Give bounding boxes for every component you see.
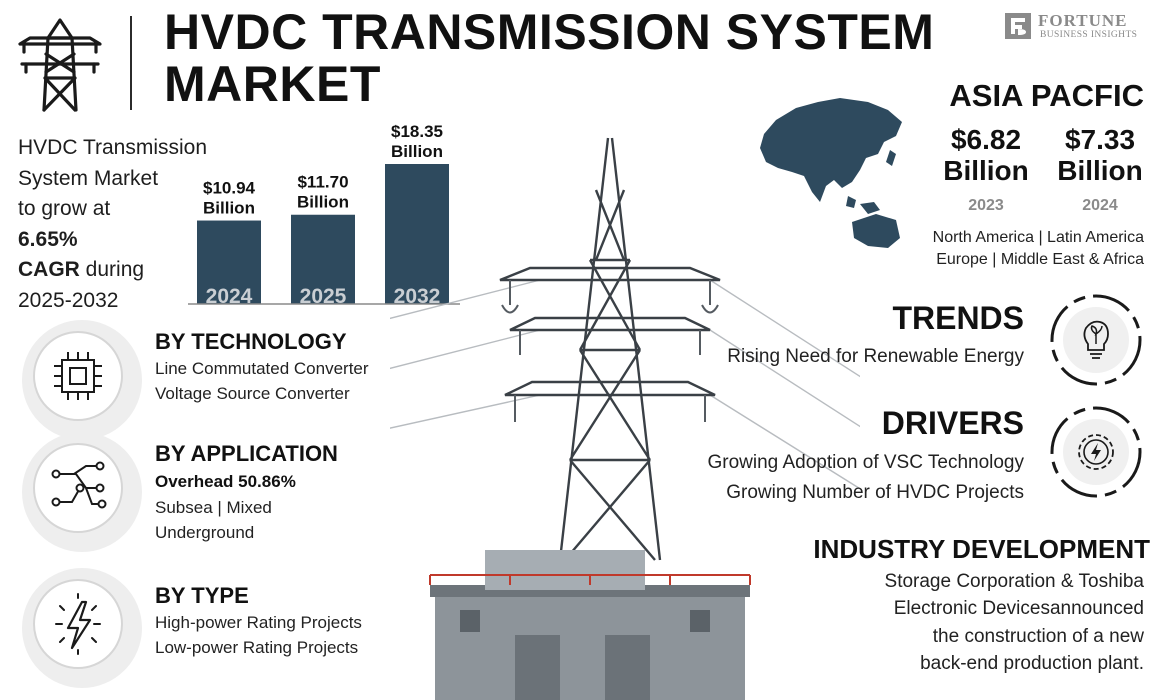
region-year: 2023 [968,197,1004,214]
power-gear-icon [1050,406,1142,498]
chart-value-label: $18.35 [391,122,443,141]
segment-title-type: BY TYPE [155,583,249,608]
segment-title-application: BY APPLICATION [155,441,338,466]
page-title-line-2: MARKET [164,56,381,112]
network-nodes-icon [22,432,142,552]
drivers-title: DRIVERS [881,405,1024,441]
chart-unit-label: Billion [203,199,255,218]
segment-title-technology: BY TECHNOLOGY [155,329,347,354]
brand-logo: FORTUNE BUSINESS INSIGHTS [1004,11,1150,44]
growth-line: to grow at [18,197,111,220]
segment-item: Voltage Source Converter [155,384,350,403]
growth-statement: HVDC Transmission System Market to grow … [18,133,238,316]
growth-period: 2025-2032 [18,288,119,312]
page-title: HVDC TRANSMISSION SYSTEM MARKET [164,6,964,110]
chart-category-label: 2024 [206,285,253,308]
segment-item: Line Commutated Converter [155,359,369,378]
power-lines [390,279,860,490]
chart-bar [385,164,449,304]
chart-bar [291,214,355,304]
tower-illustration [390,137,860,700]
development-line: the construction of a new [932,626,1144,647]
region-value-2024: $7.33 Billion [1052,124,1148,186]
region-amount: $7.33 [1064,124,1136,155]
trends-title: TRENDS [892,300,1024,336]
region-unit: Billion [943,155,1029,186]
cagr-label: CAGR [18,258,80,281]
chart-category-label: 2025 [300,285,347,308]
chart-unit-label: Billion [391,142,443,161]
header-divider [130,16,132,110]
circuit-chip-icon [22,320,142,440]
chart-value-label: $10.94 [203,179,256,198]
eco-bulb-icon [1050,294,1142,386]
brand-tagline: BUSINESS INSIGHTS [1040,30,1138,40]
driver-item: Growing Adoption of VSC Technology [707,452,1024,473]
market-size-bar-chart: 2024$10.94Billion2025$11.70Billion2032$1… [188,122,460,308]
lattice-tower [499,137,721,561]
chart-category-label: 2032 [394,285,441,308]
segment-item: High-power Rating Projects [155,613,362,632]
segment-item: Low-power Rating Projects [155,638,359,657]
development-line: back-end production plant. [920,653,1144,674]
lightning-bolt-icon [22,568,142,688]
page-title-line-1: HVDC TRANSMISSION SYSTEM [164,4,935,60]
asia-pacific-map [760,98,902,248]
segment-highlight: Overhead 50.86% [155,472,296,491]
region-title: ASIA PACFIC [949,78,1144,113]
region-value-2023: $6.82 Billion [938,124,1034,186]
chart-value-label: $11.70 [297,173,348,192]
growth-cagr-line: CAGR during [18,255,238,286]
other-regions-line-1: North America | Latin America [932,229,1144,246]
driver-item: Growing Number of HVDC Projects [726,482,1024,503]
chart-bar [197,220,261,304]
growth-line: System Market [18,166,159,190]
growth-line: HVDC Transmission [18,136,208,159]
development-line: Electronic Devicesannounced [893,598,1144,619]
development-line: Storage Corporation & Toshiba [884,571,1144,592]
region-unit: Billion [1057,155,1143,186]
segment-item: Subsea | Mixed [155,498,272,517]
substation-building [429,550,751,700]
other-regions-line-2: Europe | Middle East & Africa [936,251,1144,268]
fortune-logo-icon [1005,13,1031,39]
region-year: 2024 [1082,197,1118,214]
growth-rate: 6.65% [18,227,78,251]
chart-unit-label: Billion [297,193,349,212]
insulators [501,280,719,422]
brand-name: FORTUNE [1038,11,1128,30]
trends-text: Rising Need for Renewable Energy [727,346,1024,367]
transmission-tower-icon [18,18,102,112]
segment-item: Underground [155,523,255,542]
growth-during: during [79,258,145,281]
industry-development-title: INDUSTRY DEVELOPMENT [813,534,1150,564]
region-amount: $6.82 [950,124,1022,155]
